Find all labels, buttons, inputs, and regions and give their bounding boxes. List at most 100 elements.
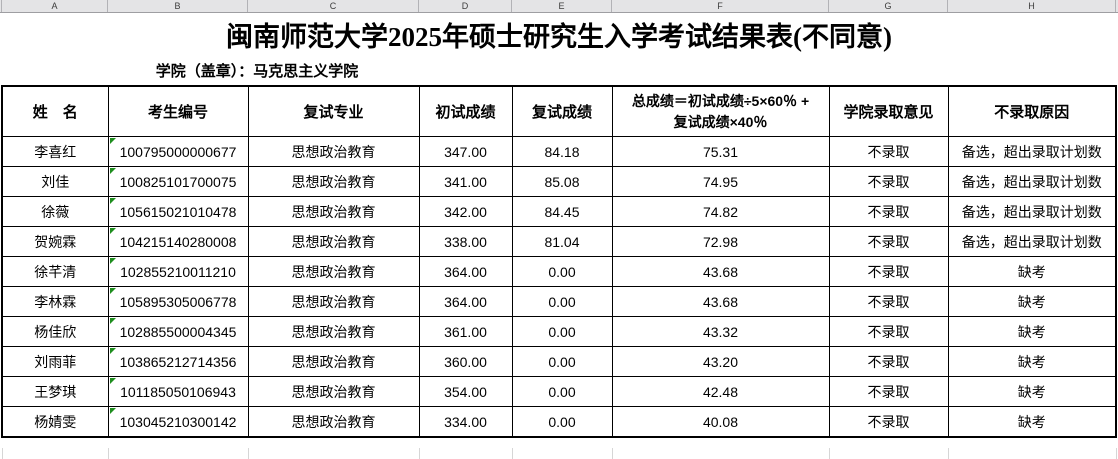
cell-candidate-id[interactable]: 102855210011210	[107, 256, 249, 287]
cell-value: 342.00	[444, 203, 487, 220]
cell-rejection-reason[interactable]: 备选，超出录取计划数	[947, 196, 1117, 227]
cell-initial-score[interactable]: 354.00	[418, 376, 513, 407]
cell-candidate-id[interactable]: 102885500004345	[107, 316, 249, 347]
cell-admission-opinion[interactable]: 不录取	[828, 406, 949, 438]
cell-total-score[interactable]: 74.95	[611, 166, 830, 197]
cell-major[interactable]: 思想政治教育	[247, 196, 420, 227]
cell-initial-score[interactable]: 364.00	[418, 256, 513, 287]
header-cell-candidate-id[interactable]: 考生编号	[107, 85, 249, 137]
cell-name[interactable]: 王梦琪	[1, 376, 109, 407]
cell-retest-score[interactable]: 0.00	[511, 256, 613, 287]
subtitle-cell[interactable]: 学院（盖章）：马克思主义学院	[2, 55, 512, 85]
cell-admission-opinion[interactable]: 不录取	[828, 196, 949, 227]
cell-initial-score[interactable]: 334.00	[418, 406, 513, 438]
cell-candidate-id[interactable]: 104215140280008	[107, 226, 249, 257]
cell-total-score[interactable]: 43.32	[611, 316, 830, 347]
cell-major[interactable]: 思想政治教育	[247, 316, 420, 347]
header-cell-total-score[interactable]: 总成绩＝初试成绩÷5×60％ + 复试成绩×40％	[611, 85, 830, 137]
cell-candidate-id[interactable]: 105895305006778	[107, 286, 249, 317]
cell-initial-score[interactable]: 361.00	[418, 316, 513, 347]
cell-rejection-reason[interactable]: 缺考	[947, 256, 1117, 287]
cell-retest-score[interactable]: 0.00	[511, 286, 613, 317]
cell-candidate-id[interactable]: 101185050106943	[107, 376, 249, 407]
cell-candidate-id[interactable]: 100795000000677	[107, 136, 249, 167]
cell-initial-score[interactable]: 342.00	[418, 196, 513, 227]
cell-total-score[interactable]: 43.68	[611, 256, 830, 287]
cell-retest-score[interactable]: 0.00	[511, 346, 613, 377]
cell-candidate-id[interactable]: 100825101700075	[107, 166, 249, 197]
column-header-D[interactable]: D	[419, 0, 512, 12]
cell-retest-score[interactable]: 85.08	[511, 166, 613, 197]
header-cell-name[interactable]: 姓 名	[1, 85, 109, 137]
cell-total-score[interactable]: 42.48	[611, 376, 830, 407]
column-header-C[interactable]: C	[248, 0, 419, 12]
column-header-E[interactable]: E	[512, 0, 612, 12]
cell-initial-score[interactable]: 347.00	[418, 136, 513, 167]
cell-major[interactable]: 思想政治教育	[247, 406, 420, 438]
cell-rejection-reason[interactable]: 缺考	[947, 286, 1117, 317]
cell-retest-score[interactable]: 0.00	[511, 316, 613, 347]
cell-initial-score[interactable]: 338.00	[418, 226, 513, 257]
column-header-G[interactable]: G	[829, 0, 948, 12]
cell-name[interactable]: 徐薇	[1, 196, 109, 227]
title-cell[interactable]: 闽南师范大学2025年硕士研究生入学考试结果表(不同意)	[0, 13, 1118, 55]
cell-admission-opinion[interactable]: 不录取	[828, 136, 949, 167]
cell-major[interactable]: 思想政治教育	[247, 136, 420, 167]
cell-total-score[interactable]: 75.31	[611, 136, 830, 167]
cell-initial-score[interactable]: 364.00	[418, 286, 513, 317]
cell-admission-opinion[interactable]: 不录取	[828, 256, 949, 287]
cell-rejection-reason[interactable]: 缺考	[947, 316, 1117, 347]
cell-retest-score[interactable]: 84.45	[511, 196, 613, 227]
cell-admission-opinion[interactable]: 不录取	[828, 316, 949, 347]
cell-admission-opinion[interactable]: 不录取	[828, 376, 949, 407]
cell-candidate-id[interactable]: 103045210300142	[107, 406, 249, 438]
cell-major[interactable]: 思想政治教育	[247, 166, 420, 197]
cell-name[interactable]: 杨婧雯	[1, 406, 109, 438]
cell-admission-opinion[interactable]: 不录取	[828, 286, 949, 317]
cell-rejection-reason[interactable]: 缺考	[947, 376, 1117, 407]
cell-major[interactable]: 思想政治教育	[247, 346, 420, 377]
cell-admission-opinion[interactable]: 不录取	[828, 226, 949, 257]
column-header-A[interactable]: A	[2, 0, 108, 12]
cell-rejection-reason[interactable]: 缺考	[947, 346, 1117, 377]
header-cell-admission-opinion[interactable]: 学院录取意见	[828, 85, 949, 137]
cell-name[interactable]: 刘佳	[1, 166, 109, 197]
column-header-B[interactable]: B	[108, 0, 248, 12]
cell-candidate-id[interactable]: 105615021010478	[107, 196, 249, 227]
cell-rejection-reason[interactable]: 备选，超出录取计划数	[947, 226, 1117, 257]
cell-name[interactable]: 李林霖	[1, 286, 109, 317]
cell-initial-score[interactable]: 360.00	[418, 346, 513, 377]
header-cell-rejection-reason[interactable]: 不录取原因	[947, 85, 1117, 137]
cell-name[interactable]: 李喜红	[1, 136, 109, 167]
cell-name[interactable]: 贺婉霖	[1, 226, 109, 257]
cell-admission-opinion[interactable]: 不录取	[828, 166, 949, 197]
cell-name[interactable]: 徐芊清	[1, 256, 109, 287]
cell-major[interactable]: 思想政治教育	[247, 226, 420, 257]
cell-major[interactable]: 思想政治教育	[247, 256, 420, 287]
cell-retest-score[interactable]: 84.18	[511, 136, 613, 167]
cell-major[interactable]: 思想政治教育	[247, 286, 420, 317]
cell-rejection-reason[interactable]: 备选，超出录取计划数	[947, 136, 1117, 167]
cell-name[interactable]: 刘雨菲	[1, 346, 109, 377]
cell-major[interactable]: 思想政治教育	[247, 376, 420, 407]
cell-candidate-id[interactable]: 103865212714356	[107, 346, 249, 377]
cell-total-score[interactable]: 40.08	[611, 406, 830, 438]
cell-initial-score[interactable]: 341.00	[418, 166, 513, 197]
cell-rejection-reason[interactable]: 缺考	[947, 406, 1117, 438]
cell-total-score[interactable]: 72.98	[611, 226, 830, 257]
column-header-F[interactable]: F	[612, 0, 829, 12]
cell-total-score[interactable]: 74.82	[611, 196, 830, 227]
cell-total-score[interactable]: 43.68	[611, 286, 830, 317]
cell-rejection-reason[interactable]: 备选，超出录取计划数	[947, 166, 1117, 197]
cell-name[interactable]: 杨佳欣	[1, 316, 109, 347]
cell-retest-score[interactable]: 0.00	[511, 406, 613, 438]
cell-retest-score[interactable]: 81.04	[511, 226, 613, 257]
header-cell-major[interactable]: 复试专业	[247, 85, 420, 137]
header-cell-retest-score[interactable]: 复试成绩	[511, 85, 613, 137]
header-cell-initial-score[interactable]: 初试成绩	[418, 85, 513, 137]
cell-value: 43.20	[702, 353, 739, 370]
column-header-H[interactable]: H	[948, 0, 1116, 12]
cell-admission-opinion[interactable]: 不录取	[828, 346, 949, 377]
cell-total-score[interactable]: 43.20	[611, 346, 830, 377]
cell-retest-score[interactable]: 0.00	[511, 376, 613, 407]
